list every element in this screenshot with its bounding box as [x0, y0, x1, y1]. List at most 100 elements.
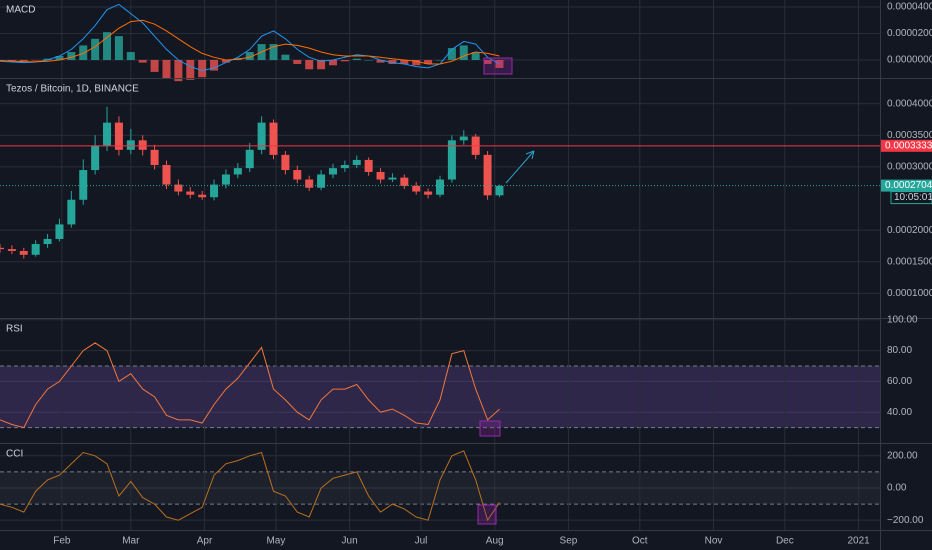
price-tag	[881, 139, 932, 152]
candle-body	[328, 168, 337, 175]
y-tick-label: 0.0004000	[887, 98, 932, 109]
candle-body	[424, 191, 433, 195]
candle-body	[138, 140, 147, 150]
x-tick-label: Aug	[486, 536, 504, 547]
candle-body	[305, 179, 314, 188]
histogram-bar	[328, 59, 337, 66]
indicator-line	[0, 450, 500, 522]
histogram-bar	[412, 59, 421, 66]
y-tick-label: 0.0001000	[887, 288, 932, 299]
y-tick-label: 80.00	[887, 345, 912, 356]
histogram-bar	[19, 59, 28, 62]
candle-body	[91, 145, 100, 171]
candle-body	[221, 174, 230, 185]
x-tick-label: Feb	[53, 536, 71, 547]
indicator-line	[0, 3, 500, 72]
pane-title: RSI	[6, 324, 23, 335]
highlight-box	[479, 420, 501, 437]
candle-body	[210, 184, 219, 198]
candle-body	[7, 249, 16, 251]
histogram-bar	[91, 38, 100, 60]
candle-body	[79, 170, 88, 200]
histogram-bar	[245, 52, 254, 60]
y-tick-label: 0.00	[887, 483, 907, 494]
x-tick-label: Mar	[122, 536, 140, 547]
x-tick-label: May	[266, 536, 285, 547]
candle-body	[233, 168, 242, 175]
histogram-bar	[67, 52, 76, 60]
y-tick-label: 0.0003500	[887, 130, 932, 141]
pane-title: MACD	[6, 5, 35, 16]
histogram-bar	[471, 52, 480, 60]
histogram-bar	[352, 58, 361, 60]
histogram-bar	[305, 59, 314, 70]
histogram-bar	[281, 54, 290, 60]
candle-body	[352, 159, 361, 165]
labels-layer: MACD 0.0000400 0.0000200 0.0000000 Tezos / B…	[6, 2, 932, 547]
candle-body	[67, 199, 76, 225]
grid-layer	[0, 0, 880, 530]
candle-body	[245, 149, 254, 169]
x-tick-label: Sep	[560, 536, 578, 547]
x-tick-label: Dec	[776, 536, 794, 547]
price-tag	[881, 179, 932, 192]
candle-body	[186, 191, 195, 195]
band-fill	[0, 471, 880, 505]
x-tick-label: Nov	[705, 536, 723, 547]
pane-title: Tezos / Bitcoin, 1D, BINANCE	[6, 84, 139, 95]
candle-body	[281, 154, 290, 171]
y-tick-label: 0.0002000	[887, 225, 932, 236]
candle-body	[19, 250, 28, 255]
candle-body	[376, 171, 385, 180]
histogram-bar	[7, 59, 16, 61]
x-tick-label: Jun	[342, 536, 358, 547]
candle-body	[483, 154, 492, 196]
histogram-bar	[376, 59, 385, 63]
histogram-bar	[424, 59, 433, 64]
histogram-bar	[340, 59, 349, 62]
histogram-bar	[436, 59, 444, 61]
histogram-bar	[447, 48, 456, 60]
y-tick-label: 60.00	[887, 376, 912, 387]
histogram-bar	[269, 44, 278, 60]
candle-body	[495, 185, 504, 196]
histogram-bar	[31, 59, 40, 61]
x-tick-label: 2021	[847, 536, 870, 547]
histogram-bar	[221, 59, 230, 63]
price-tag-label: 0.0002704	[885, 180, 932, 191]
histogram-bar	[198, 59, 207, 78]
candle-body	[150, 149, 159, 165]
candle-body	[412, 185, 421, 192]
histogram-bar	[103, 32, 112, 60]
countdown-label: 10:05:01	[894, 192, 932, 203]
candle-body	[43, 238, 52, 245]
price-tag-label: 0.0003333	[885, 140, 932, 151]
candle-body	[0, 247, 4, 250]
candle-body	[269, 122, 278, 155]
histogram-bar	[126, 52, 135, 60]
pane-title: CCI	[6, 449, 23, 460]
y-tick-label: 0.0001500	[887, 256, 932, 267]
histogram-bar	[483, 59, 492, 64]
candle-body	[340, 164, 349, 169]
histogram-bar	[210, 59, 219, 71]
histogram-bar	[55, 56, 64, 60]
histogram-bar	[114, 36, 123, 60]
trend-arrow	[505, 150, 535, 184]
candle-body	[293, 170, 302, 180]
indicator-line	[0, 19, 500, 65]
indicator-line	[0, 342, 500, 429]
histogram-bar	[79, 45, 88, 60]
candle-body	[126, 140, 135, 150]
x-tick-label: Jul	[415, 536, 428, 547]
candle-body	[257, 122, 266, 150]
candle-body	[174, 184, 183, 192]
countdown-tag	[890, 191, 932, 205]
trend-arrow-head	[525, 150, 535, 160]
candle-body	[114, 122, 123, 150]
histogram-bar	[43, 58, 52, 60]
y-tick-label: 40.00	[887, 407, 912, 418]
candle-body	[162, 164, 171, 185]
